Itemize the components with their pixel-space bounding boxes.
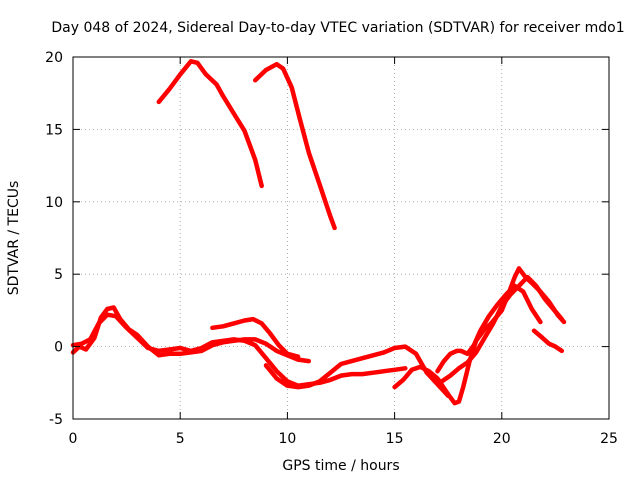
y-tick-label: 20 [45, 50, 63, 66]
y-tick-label: 0 [54, 340, 63, 356]
x-tick-label: 15 [386, 431, 404, 447]
series-track-j [531, 328, 565, 354]
x-tick-label: 5 [176, 431, 185, 447]
x-tick-label: 25 [600, 431, 618, 447]
axis-ticks: 0 5 10 15 20 25 -5 0 5 10 15 20 [45, 50, 618, 447]
series-track-b [252, 61, 337, 231]
chart-title: Day 048 of 2024, Sidereal Day-to-day VTE… [51, 20, 624, 36]
x-tick-label: 0 [69, 431, 78, 447]
series-track-i [439, 274, 565, 384]
x-axis-label: GPS time / hours [282, 458, 399, 474]
y-tick-label: 10 [45, 195, 63, 211]
y-tick-label: 5 [54, 267, 63, 283]
series-track-a [156, 59, 264, 189]
series-track-d [70, 312, 408, 388]
series-track-c [70, 305, 312, 364]
y-tick-label: 15 [45, 122, 63, 138]
series-track-e [210, 316, 301, 359]
y-tick-label: -5 [49, 412, 63, 428]
x-tick-label: 10 [278, 431, 296, 447]
series-track-f [263, 344, 451, 399]
plot-frame [72, 56, 610, 420]
grid [73, 57, 609, 419]
data-series-group [70, 59, 567, 406]
y-axis-label: SDTVAR / TECUs [6, 181, 22, 296]
series-track-h [435, 283, 543, 374]
x-tick-label: 20 [493, 431, 511, 447]
